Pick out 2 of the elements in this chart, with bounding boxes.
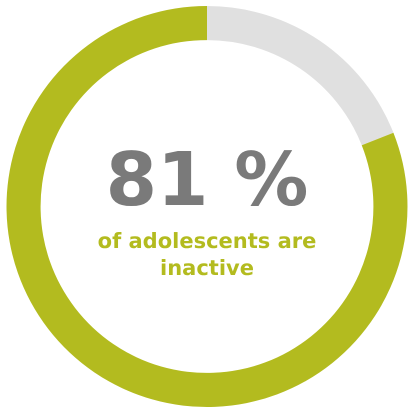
text: of adolescents are inactive	[96, 228, 318, 282]
data-label: 81 %	[106, 137, 308, 223]
